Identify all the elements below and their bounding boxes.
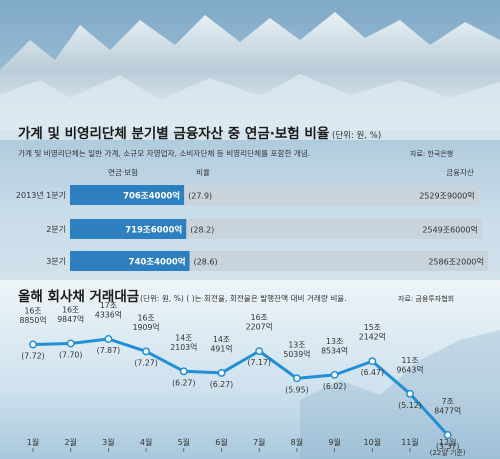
value-label-billion: 491억: [210, 343, 232, 353]
line-chart-source: 자료: 금융투자협회: [398, 294, 454, 303]
turnover-label: (6.27): [210, 380, 233, 389]
bar-pension: [70, 185, 185, 205]
value-label-trillion: 15조: [364, 323, 381, 332]
x-tick-label: 10월: [364, 437, 382, 447]
bar-pension-label: 706조4000억: [123, 191, 180, 202]
value-label-billion: 8477억: [434, 406, 461, 416]
value-label-billion: 8850억: [19, 315, 46, 325]
line-chart-title: 올해 회사채 거래대금: [18, 288, 140, 305]
x-tick-label: 1월: [27, 437, 39, 447]
turnover-label: (7.87): [97, 346, 120, 355]
line-point: [255, 347, 264, 356]
line-chart: 16조8850억(7.72)1월16조9847억(7.70)2월17조4336억…: [19, 301, 465, 457]
turnover-label: (3.37): [436, 442, 459, 451]
turnover-label: (6.47): [361, 368, 384, 377]
value-label-trillion: 11조: [401, 356, 418, 365]
x-tick-label: 6월: [215, 437, 227, 447]
turnover-label: (6.02): [323, 382, 346, 391]
line-point: [217, 368, 226, 377]
value-label-billion: 4336억: [95, 310, 122, 320]
bar-total-label: 2529조9000억: [419, 191, 474, 201]
value-label-trillion: 14조: [175, 333, 192, 342]
line-chart-unit: (단위: 원, %) ( )는 회전율, 회전율은 발행잔액 대비 거래량 비율…: [140, 293, 347, 303]
bar-pension-label: 740조4000억: [129, 257, 186, 268]
value-label-trillion: 13조: [326, 337, 343, 346]
x-tick-label: 8월: [291, 437, 303, 447]
bar-ratio-label: (28.2): [190, 226, 214, 235]
x-tick-label: 7월: [253, 437, 265, 447]
turnover-label: (7.17): [247, 358, 270, 367]
bar-chart-source: 자료: 한국은행: [410, 149, 453, 158]
x-tick-label: 5월: [178, 437, 190, 447]
line-point: [29, 340, 37, 349]
value-label-trillion: 13조: [288, 340, 305, 349]
turnover-label: (5.95): [285, 385, 308, 394]
line-point: [142, 347, 151, 356]
turnover-label: (7.27): [134, 358, 157, 367]
line-series: [32, 337, 449, 437]
value-label-trillion: 7조: [442, 397, 454, 406]
bar-ratio-label: (28.6): [194, 258, 218, 267]
line-point: [368, 357, 377, 366]
bar-chart-note: 가계 및 비영리단체는 일반 가계, 소규모 자영업자, 소비자단체 등 비영리…: [18, 148, 310, 158]
x-tick-label: 2월: [64, 437, 76, 447]
turnover-label: (6.27): [172, 378, 195, 387]
legend-total: 금융자산: [446, 167, 474, 177]
value-label-billion: 2142억: [359, 332, 386, 342]
value-label-billion: 9643억: [396, 364, 423, 374]
value-label-billion: 2103억: [170, 342, 197, 352]
value-label-trillion: 17조: [100, 301, 117, 310]
turnover-label: (5.12): [398, 401, 421, 410]
line-point: [179, 367, 188, 376]
value-label-billion: 8534억: [321, 345, 348, 355]
value-label-billion: 1909억: [133, 322, 160, 332]
x-tick-label: 4월: [140, 437, 152, 447]
x-tick-label: 3월: [102, 437, 114, 447]
bar-pension-label: 719조6000억: [125, 225, 182, 236]
legend-pension: 연금·보험: [108, 168, 138, 177]
bar-pension: [70, 219, 187, 239]
turnover-label: (7.72): [21, 351, 44, 360]
value-label-trillion: 16조: [62, 305, 79, 314]
line-point: [104, 335, 113, 343]
value-label-billion: 5039억: [283, 349, 310, 359]
line-point: [406, 389, 414, 398]
legend-ratio: 비율: [196, 168, 210, 177]
bar-total-label: 2549조6000억: [422, 225, 477, 235]
bar-category-label: 2013년 1분기: [16, 190, 66, 200]
x-tick-label: 12월: [439, 437, 457, 447]
value-label-trillion: 16조: [251, 313, 268, 322]
bar-ratio-label: (27.9): [188, 192, 212, 201]
bar-pension: [70, 251, 190, 271]
value-label-billion: 2207억: [246, 322, 273, 332]
x-category-note: (22일 기준): [430, 448, 466, 457]
bar-category-label: 2분기: [46, 225, 66, 234]
bar-chart: 연금·보험 비율 금융자산 2013년 1분기 706조4000억 (27.9) 2529조…: [16, 167, 488, 271]
bar-chart-title: 가계 및 비영리단체 분기별 금융자산 중 연금·보험 비율: [18, 125, 329, 142]
x-tick-label: 9월: [328, 437, 340, 447]
line-point: [443, 431, 452, 439]
bar-chart-unit: (단위: 원, %): [332, 130, 381, 141]
line-point: [292, 374, 301, 383]
turnover-label: (7.70): [59, 350, 82, 359]
x-tick-label: 11월: [401, 437, 419, 447]
line-point: [66, 339, 75, 348]
value-label-trillion: 16조: [24, 306, 41, 315]
bar-total-label: 2586조2000억: [428, 257, 483, 267]
bar-category-label: 3분기: [46, 257, 66, 266]
value-label-trillion: 16조: [138, 313, 155, 322]
value-label-trillion: 14조: [213, 335, 230, 344]
value-label-billion: 9847억: [57, 314, 84, 324]
line-point: [330, 370, 339, 379]
